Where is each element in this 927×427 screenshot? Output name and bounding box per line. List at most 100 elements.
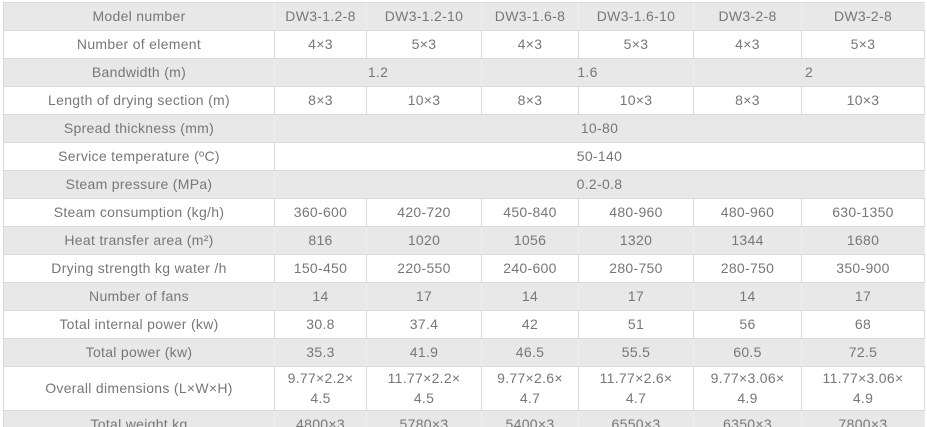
cell-overall-dimensions-5: 9.77×3.06× 4.9 [693, 366, 802, 411]
cell-total-power-3: 46.5 [481, 338, 579, 367]
cell-length-of-drying-section-4: 10×3 [578, 86, 694, 115]
cell-number-of-element-5: 4×3 [693, 30, 802, 59]
spec-table: Model number DW3-1.2-8 DW3-1.2-10 DW3-1.6-8… [3, 2, 925, 427]
cell-total-power-6: 72.5 [801, 338, 925, 367]
cell-total-internal-power-3: 42 [481, 310, 579, 339]
table-row-steam-pressure: Steam pressure (MPa) 0.2-0.8 [3, 170, 925, 199]
table-row-total-weight: Total weight kg 4800×3 5780×3 5400×3 6550×3 6… [3, 409, 925, 427]
row-label-drying-strength: Drying strength kg water /h [3, 254, 275, 283]
cell-steam-consumption-6: 630-1350 [801, 198, 925, 227]
table-row-model-number: Model number DW3-1.2-8 DW3-1.2-10 DW3-1.6-8… [3, 2, 925, 31]
cell-drying-strength-5: 280-750 [693, 254, 802, 283]
cell-model-number-4: DW3-1.6-10 [578, 2, 694, 31]
row-label-model-number: Model number [3, 2, 275, 31]
row-label-length-of-drying-section: Length of drying section (m) [3, 86, 275, 115]
table-row-total-internal-power: Total internal power (kw) 30.8 37.4 42 51 56 6… [3, 310, 925, 339]
row-label-total-internal-power: Total internal power (kw) [3, 310, 275, 339]
cell-heat-transfer-area-5: 1344 [693, 226, 802, 255]
cell-total-internal-power-6: 68 [801, 310, 925, 339]
cell-drying-strength-3: 240-600 [481, 254, 579, 283]
row-label-steam-pressure: Steam pressure (MPa) [3, 170, 275, 199]
table-row-service-temperature: Service temperature (ºC) 50-140 [3, 142, 925, 171]
cell-number-of-fans-4: 17 [578, 282, 694, 311]
cell-model-number-5: DW3-2-8 [693, 2, 802, 31]
cell-number-of-element-1: 4×3 [274, 30, 367, 59]
cell-total-weight-3: 5400×3 [481, 409, 579, 427]
cell-number-of-element-2: 5×3 [366, 30, 482, 59]
cell-drying-strength-2: 220-550 [366, 254, 482, 283]
cell-total-power-1: 35.3 [274, 338, 367, 367]
cell-model-number-3: DW3-1.6-8 [481, 2, 579, 31]
row-label-overall-dimensions: Overall dimensions (L×W×H) [3, 366, 275, 411]
cell-overall-dimensions-4: 11.77×2.6× 4.7 [578, 366, 694, 411]
cell-steam-pressure-1: 0.2-0.8 [274, 170, 925, 199]
table-row-spread-thickness: Spread thickness (mm) 10-80 [3, 114, 925, 143]
table-row-bandwidth: Bandwidth (m) 1.2 1.6 2 [3, 58, 925, 87]
cell-drying-strength-1: 150-450 [274, 254, 367, 283]
cell-total-weight-6: 7800×3 [801, 409, 925, 427]
cell-number-of-fans-5: 14 [693, 282, 802, 311]
table-row-total-power: Total power (kw) 35.3 41.9 46.5 55.5 60.5 72.5 [3, 338, 925, 367]
cell-heat-transfer-area-1: 816 [274, 226, 367, 255]
row-label-steam-consumption: Steam consumption (kg/h) [3, 198, 275, 227]
cell-total-internal-power-4: 51 [578, 310, 694, 339]
cell-steam-consumption-3: 450-840 [481, 198, 579, 227]
cell-total-power-2: 41.9 [366, 338, 482, 367]
cell-total-internal-power-5: 56 [693, 310, 802, 339]
cell-total-power-5: 60.5 [693, 338, 802, 367]
cell-service-temperature-1: 50-140 [274, 142, 925, 171]
cell-model-number-1: DW3-1.2-8 [274, 2, 367, 31]
cell-number-of-element-6: 5×3 [801, 30, 925, 59]
cell-length-of-drying-section-2: 10×3 [366, 86, 482, 115]
cell-number-of-fans-3: 14 [481, 282, 579, 311]
cell-heat-transfer-area-3: 1056 [481, 226, 579, 255]
table-row-overall-dimensions: Overall dimensions (L×W×H) 9.77×2.2× 4.5 1… [3, 366, 925, 411]
row-label-heat-transfer-area: Heat transfer area (m²) [3, 226, 275, 255]
cell-steam-consumption-5: 480-960 [693, 198, 802, 227]
cell-spread-thickness-1: 10-80 [274, 114, 925, 143]
table-row-steam-consumption: Steam consumption (kg/h) 360-600 420-720 45… [3, 198, 925, 227]
cell-model-number-2: DW3-1.2-10 [366, 2, 482, 31]
row-label-number-of-fans: Number of fans [3, 282, 275, 311]
row-label-service-temperature: Service temperature (ºC) [3, 142, 275, 171]
cell-steam-consumption-1: 360-600 [274, 198, 367, 227]
row-label-bandwidth: Bandwidth (m) [3, 58, 275, 87]
cell-total-weight-5: 6350×3 [693, 409, 802, 427]
cell-bandwidth-2: 1.6 [481, 58, 694, 87]
cell-steam-consumption-4: 480-960 [578, 198, 694, 227]
row-label-total-weight: Total weight kg [3, 409, 275, 427]
cell-overall-dimensions-6: 11.77×3.06× 4.9 [801, 366, 925, 411]
cell-length-of-drying-section-1: 8×3 [274, 86, 367, 115]
cell-steam-consumption-2: 420-720 [366, 198, 482, 227]
cell-overall-dimensions-3: 9.77×2.6× 4.7 [481, 366, 579, 411]
cell-number-of-fans-1: 14 [274, 282, 367, 311]
table-row-drying-strength: Drying strength kg water /h 150-450 220-55… [3, 254, 925, 283]
row-label-number-of-element: Number of element [3, 30, 275, 59]
cell-number-of-fans-6: 17 [801, 282, 925, 311]
table-row-heat-transfer-area: Heat transfer area (m²) 816 1020 1056 1320 13… [3, 226, 925, 255]
cell-total-weight-1: 4800×3 [274, 409, 367, 427]
cell-bandwidth-1: 1.2 [274, 58, 482, 87]
cell-overall-dimensions-2: 11.77×2.2× 4.5 [366, 366, 482, 411]
cell-heat-transfer-area-6: 1680 [801, 226, 925, 255]
row-label-spread-thickness: Spread thickness (mm) [3, 114, 275, 143]
spec-table-body: Model number DW3-1.2-8 DW3-1.2-10 DW3-1.6-8… [3, 2, 925, 427]
cell-drying-strength-4: 280-750 [578, 254, 694, 283]
cell-drying-strength-6: 350-900 [801, 254, 925, 283]
cell-heat-transfer-area-2: 1020 [366, 226, 482, 255]
cell-heat-transfer-area-4: 1320 [578, 226, 694, 255]
cell-length-of-drying-section-3: 8×3 [481, 86, 579, 115]
table-row-number-of-element: Number of element 4×3 5×3 4×3 5×3 4×3 5×3 [3, 30, 925, 59]
cell-length-of-drying-section-5: 8×3 [693, 86, 802, 115]
row-label-total-power: Total power (kw) [3, 338, 275, 367]
cell-total-internal-power-1: 30.8 [274, 310, 367, 339]
cell-total-weight-4: 6550×3 [578, 409, 694, 427]
cell-bandwidth-3: 2 [693, 58, 925, 87]
table-row-length-of-drying-section: Length of drying section (m) 8×3 10×3 8×3 10… [3, 86, 925, 115]
cell-number-of-element-4: 5×3 [578, 30, 694, 59]
cell-total-internal-power-2: 37.4 [366, 310, 482, 339]
cell-length-of-drying-section-6: 10×3 [801, 86, 925, 115]
cell-number-of-element-3: 4×3 [481, 30, 579, 59]
table-row-number-of-fans: Number of fans 14 17 14 17 14 17 [3, 282, 925, 311]
